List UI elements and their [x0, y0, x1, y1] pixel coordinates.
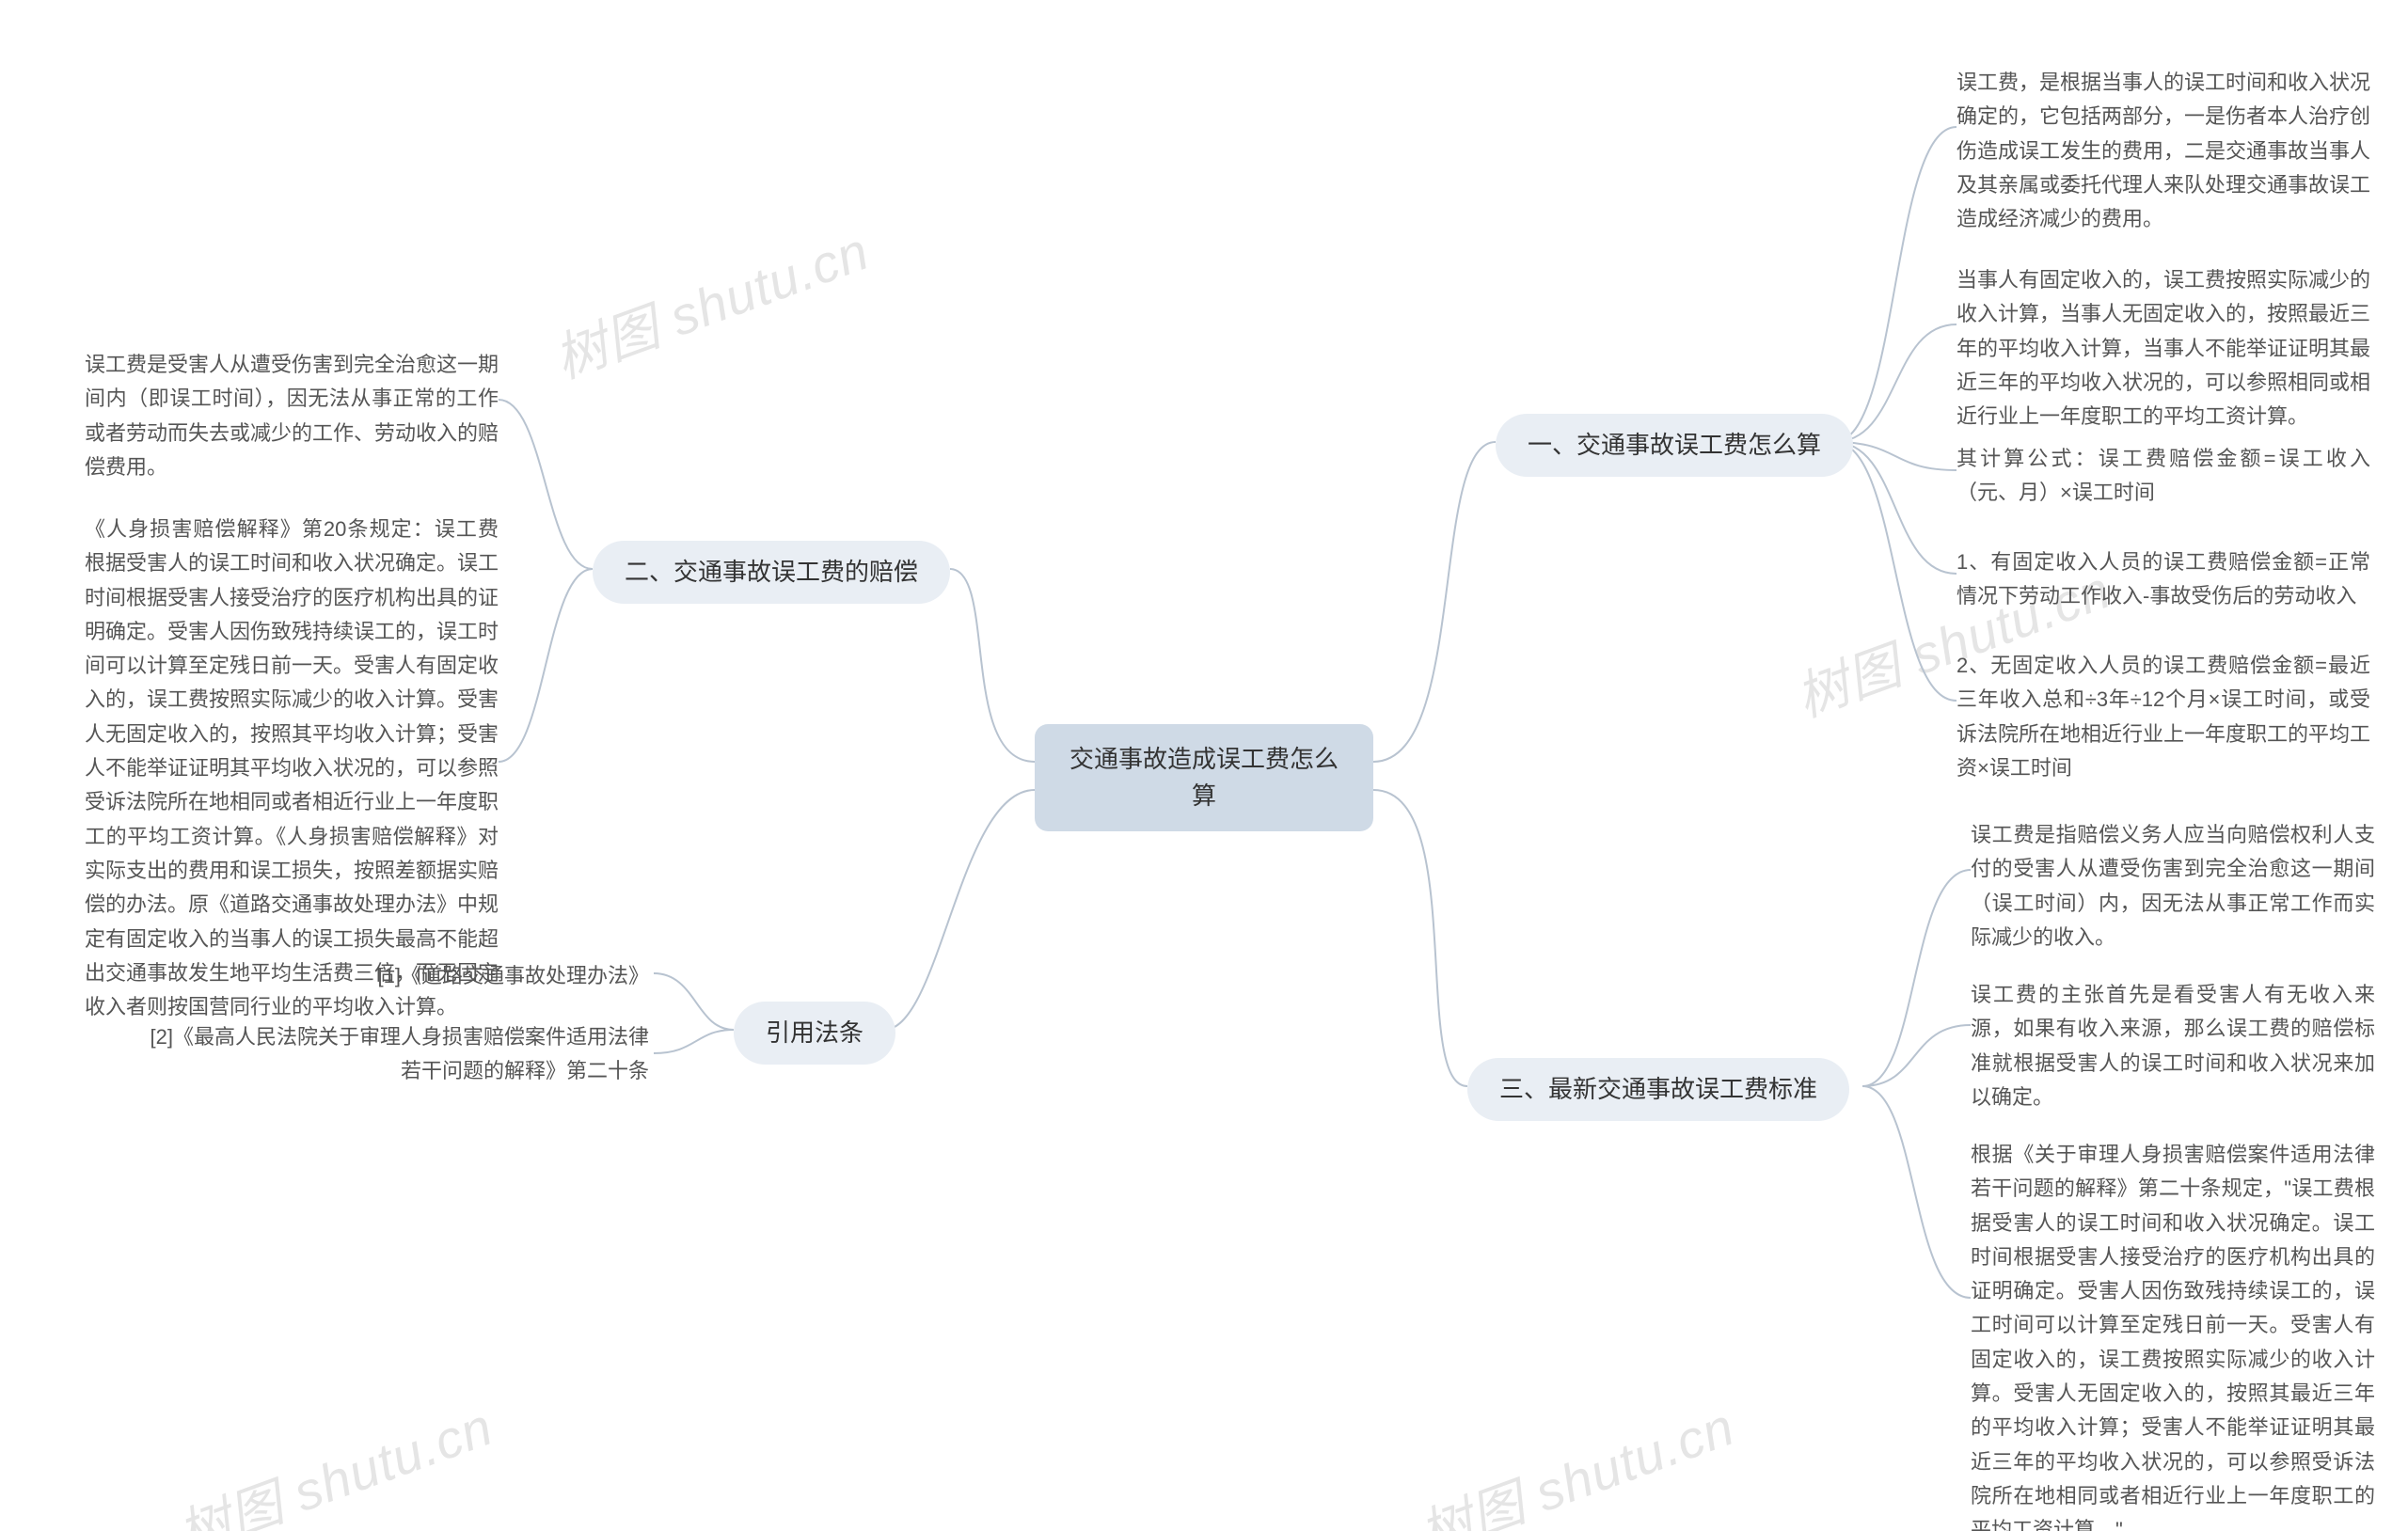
branch-2: 二、交通事故误工费的赔偿: [593, 541, 950, 604]
watermark: 树图 shutu.cn: [1408, 1385, 1744, 1531]
branch-3: 三、最新交通事故误工费标准: [1467, 1058, 1849, 1121]
root-node: 交通事故造成误工费怎么算: [1035, 724, 1373, 831]
leaf-b2-0: 误工费是受害人从遭受伤害到完全治愈这一期间内（即误工时间），因无法从事正常的工作…: [85, 348, 499, 484]
branch-4: 引用法条: [734, 1002, 895, 1065]
leaf-b3-0: 误工费是指赔偿义务人应当向赔偿权利人支付的受害人从遭受伤害到完全治愈这一期间（误…: [1971, 818, 2375, 955]
branch-1-label: 一、交通事故误工费怎么算: [1528, 427, 1821, 464]
leaf-b3-2: 根据《关于审理人身损害赔偿案件适用法律若干问题的解释》第二十条规定，"误工费根据…: [1971, 1138, 2375, 1531]
watermark: 树图 shutu.cn: [543, 210, 879, 394]
branch-3-label: 三、最新交通事故误工费标准: [1499, 1071, 1817, 1108]
leaf-b4-0: [1]《道路交通事故处理办法》: [273, 959, 649, 993]
leaf-b1-4: 2、无固定收入人员的误工费赔偿金额=最近三年收入总和÷3年÷12个月×误工时间，…: [1956, 649, 2370, 785]
leaf-b2-1: 《人身损害赔偿解释》第20条规定：误工费根据受害人的误工时间和收入状况确定。误工…: [85, 513, 499, 1024]
leaf-b3-1: 误工费的主张首先是看受害人有无收入来源，如果有收入来源，那么误工费的赔偿标准就根…: [1971, 978, 2375, 1114]
leaf-b1-0: 误工费，是根据当事人的误工时间和收入状况确定的，它包括两部分，一是伤者本人治疗创…: [1956, 66, 2370, 236]
branch-2-label: 二、交通事故误工费的赔偿: [625, 554, 918, 591]
root-label: 交通事故造成误工费怎么算: [1061, 741, 1347, 814]
watermark: 树图 shutu.cn: [166, 1385, 502, 1531]
leaf-b1-3: 1、有固定收入人员的误工费赔偿金额=正常情况下劳动工作收入-事故受伤后的劳动收入: [1956, 545, 2370, 614]
branch-1: 一、交通事故误工费怎么算: [1496, 414, 1853, 477]
leaf-b1-1: 当事人有固定收入的，误工费按照实际减少的收入计算，当事人无固定收入的，按照最近三…: [1956, 263, 2370, 434]
leaf-b1-2: 其计算公式：误工费赔偿金额=误工收入（元、月）×误工时间: [1956, 442, 2370, 511]
branch-4-label: 引用法条: [766, 1015, 863, 1051]
leaf-b4-1: [2]《最高人民法院关于审理人身损害赔偿案件适用法律若干问题的解释》第二十条: [141, 1020, 649, 1089]
